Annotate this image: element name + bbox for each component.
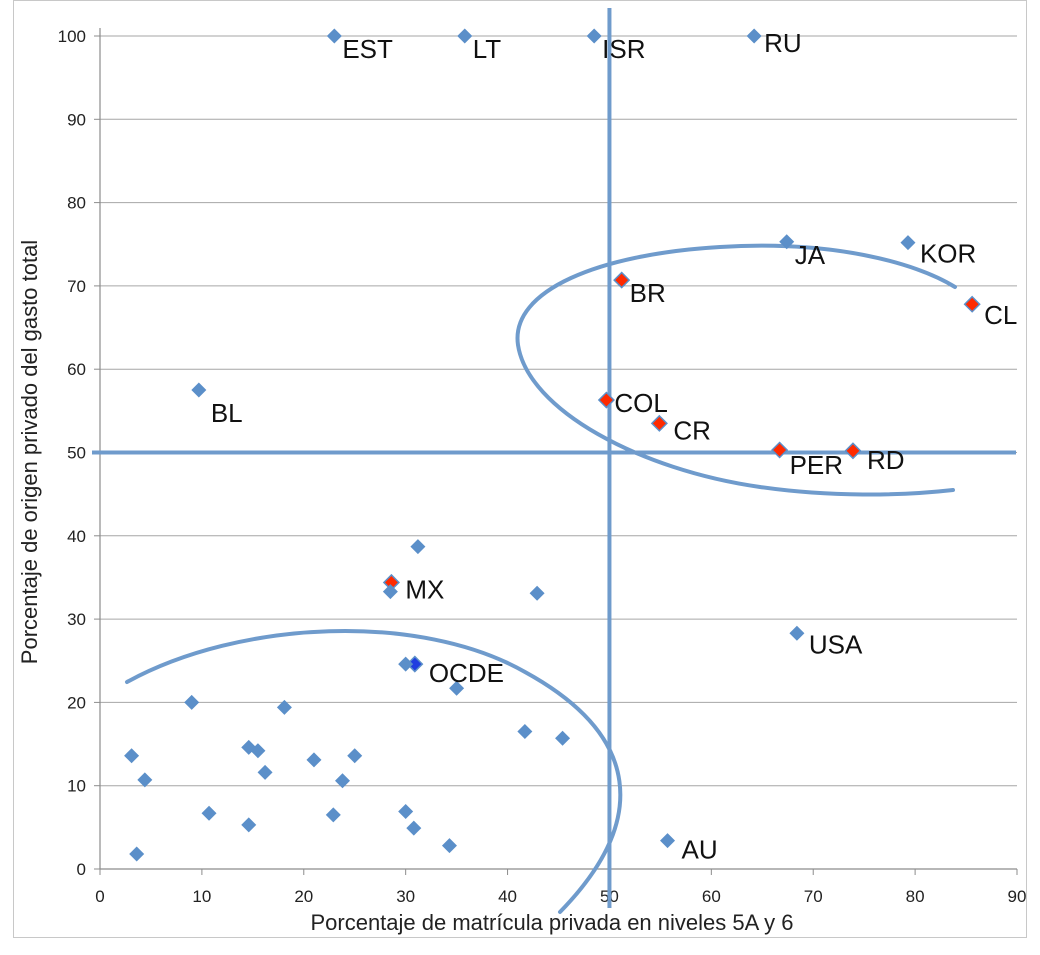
tick-label-x-60: 60 (702, 887, 721, 906)
data-point-19 (398, 656, 414, 672)
data-point-cl (963, 295, 981, 313)
tick-label-x-70: 70 (804, 887, 823, 906)
point-label-per: PER (790, 450, 843, 480)
data-point-32 (334, 773, 350, 789)
point-label-kor: KOR (920, 239, 976, 269)
x-axis-title: Porcentaje de matrícula privada en nivel… (310, 910, 793, 935)
tick-label-y-90: 90 (67, 110, 86, 129)
data-point-lt (457, 28, 473, 44)
data-point-34 (201, 805, 217, 821)
tick-label-x-20: 20 (294, 887, 313, 906)
data-point-36 (241, 817, 257, 833)
tick-label-x-40: 40 (498, 887, 517, 906)
data-point-rd (844, 442, 862, 460)
tick-label-y-0: 0 (77, 860, 86, 879)
data-point-22 (276, 699, 292, 715)
point-label-col: COL (614, 388, 667, 418)
axes (94, 28, 1018, 875)
point-label-rd: RD (867, 445, 905, 475)
point-label-usa: USA (809, 629, 863, 659)
data-point-col (597, 391, 615, 409)
data-point-cr (650, 414, 668, 432)
data-point-35 (325, 807, 341, 823)
point-label-mx: MX (405, 574, 444, 604)
data-point-27 (124, 748, 140, 764)
point-label-au: AU (682, 835, 718, 865)
data-point-13 (410, 539, 426, 555)
data-point-16 (529, 585, 545, 601)
data-point-est (326, 28, 342, 44)
data-point-21 (184, 694, 200, 710)
point-label-cl: CL (984, 300, 1017, 330)
data-point-per (771, 441, 789, 459)
tick-label-x-10: 10 (192, 887, 211, 906)
data-point-29 (306, 752, 322, 768)
data-point-kor (900, 235, 916, 251)
tick-label-y-80: 80 (67, 194, 86, 213)
data-point-24 (555, 730, 571, 746)
point-label-ocde: OCDE (429, 658, 504, 688)
tick-label-x-30: 30 (396, 887, 415, 906)
tick-label-y-70: 70 (67, 277, 86, 296)
point-label-bl: BL (211, 398, 243, 428)
point-label-ru: RU (764, 28, 802, 58)
data-point-28 (347, 748, 363, 764)
data-point-23 (517, 724, 533, 740)
point-label-cr: CR (673, 415, 711, 445)
data-point-33 (398, 804, 414, 820)
data-point-bl (191, 382, 207, 398)
data-point-15 (382, 584, 398, 600)
tick-label-y-40: 40 (67, 527, 86, 546)
data-point-20 (449, 680, 465, 696)
tick-label-y-50: 50 (67, 444, 86, 463)
data-point-ja (779, 234, 795, 250)
data-point-31 (137, 772, 153, 788)
y-axis-title: Porcentaje de origen privado del gasto t… (17, 240, 42, 664)
data-point-37 (406, 820, 422, 836)
data-point-39 (441, 838, 457, 854)
data-point-br (613, 271, 631, 289)
tick-labels: 0102030405060708090100010203040506070809… (58, 27, 1027, 906)
point-label-br: BR (630, 278, 666, 308)
tick-label-y-20: 20 (67, 693, 86, 712)
tick-label-x-0: 0 (95, 887, 104, 906)
data-point-usa (789, 625, 805, 641)
point-label-isr: ISR (602, 34, 645, 64)
data-points (124, 28, 981, 862)
tick-label-x-90: 90 (1008, 887, 1027, 906)
tick-label-y-30: 30 (67, 610, 86, 629)
cluster-arc-annotation (125, 629, 623, 914)
data-point-26 (250, 743, 266, 759)
data-point-ru (746, 28, 762, 44)
point-label-lt: LT (473, 34, 502, 64)
tick-label-y-100: 100 (58, 27, 86, 46)
tick-label-y-10: 10 (67, 777, 86, 796)
point-label-est: EST (342, 34, 393, 64)
data-point-isr (586, 28, 602, 44)
chart-border (13, 0, 1027, 938)
cluster-ellipse-annotation (515, 243, 957, 497)
data-point-30 (257, 764, 273, 780)
point-label-ja: JA (795, 240, 826, 270)
tick-label-y-60: 60 (67, 360, 86, 379)
data-point-40 (129, 846, 145, 862)
tick-label-x-80: 80 (906, 887, 925, 906)
annotation-curves (125, 243, 957, 914)
reference-lines (92, 8, 1016, 908)
data-point-au (660, 833, 676, 849)
